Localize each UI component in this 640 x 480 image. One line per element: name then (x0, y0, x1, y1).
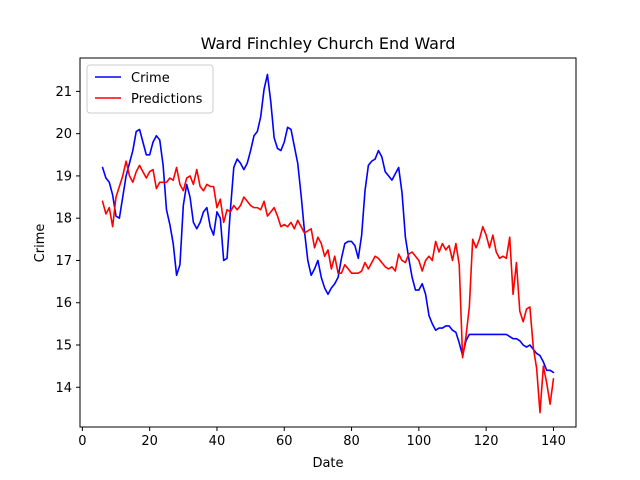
x-tick-label: 20 (141, 434, 158, 449)
x-tick-label: 0 (78, 434, 86, 449)
legend-label-predictions: Predictions (131, 92, 203, 107)
plot-area-frame (79, 57, 577, 428)
series-line-predictions (101, 160, 555, 414)
y-tick-label: 19 (55, 169, 72, 184)
legend: Crime Predictions (86, 64, 214, 114)
x-axis-label: Date (312, 456, 343, 471)
y-axis: 14 15 16 17 18 19 20 21 (55, 85, 80, 396)
x-tick-label: 120 (474, 434, 499, 449)
y-tick-label: 20 (55, 127, 72, 142)
x-axis: 0 20 40 60 80 100 120 140 (78, 427, 566, 449)
y-tick-label: 16 (55, 296, 72, 311)
y-tick-label: 17 (55, 254, 72, 269)
x-tick-label: 80 (343, 434, 360, 449)
chart-title: Ward Finchley Church End Ward (201, 34, 456, 53)
x-tick-label: 100 (406, 434, 431, 449)
legend-label-crime: Crime (131, 71, 170, 86)
x-tick-label: 40 (209, 434, 226, 449)
y-tick-label: 21 (55, 85, 72, 100)
y-tick-label: 14 (55, 381, 72, 396)
y-tick-label: 15 (55, 339, 72, 354)
series-layer (101, 73, 555, 414)
series-line-crime (101, 73, 555, 374)
y-axis-label: Crime (33, 224, 48, 263)
y-tick-label: 18 (55, 212, 72, 227)
x-tick-label: 140 (541, 434, 566, 449)
x-tick-label: 60 (276, 434, 293, 449)
